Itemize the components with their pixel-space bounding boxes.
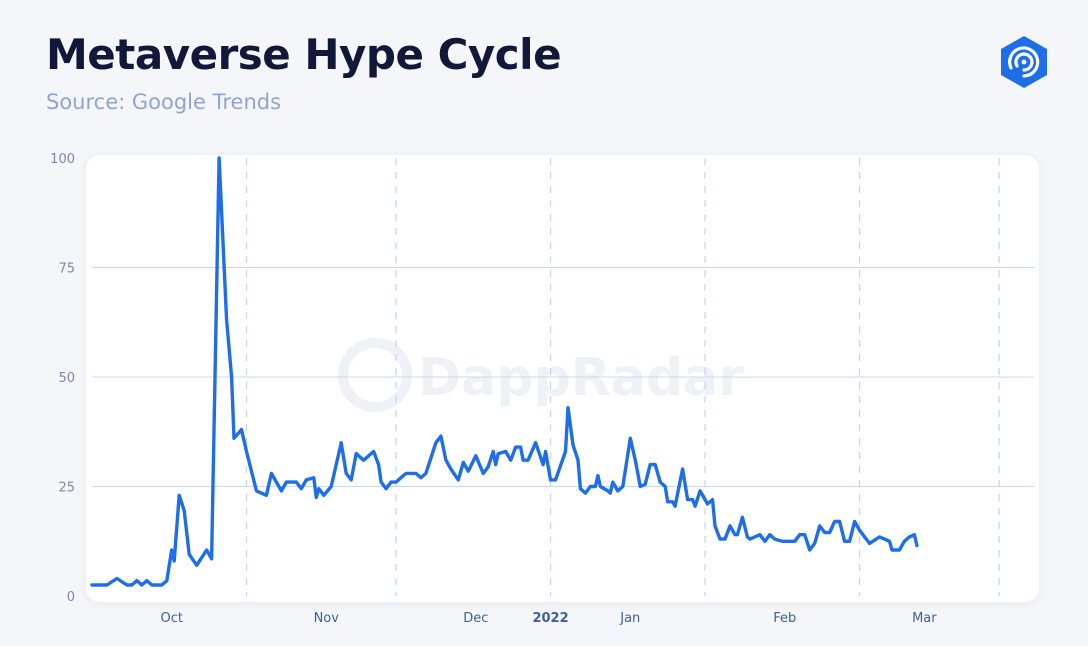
- y-tick-label: 25: [58, 481, 75, 496]
- chart-title: Metaverse Hype Cycle: [46, 30, 562, 79]
- dappradar-logo-icon: [998, 34, 1050, 90]
- watermark: DappRadar: [338, 338, 744, 412]
- y-tick-label: 75: [58, 262, 75, 277]
- x-tick-label: Mar: [912, 611, 937, 626]
- y-tick-label: 0: [67, 590, 75, 605]
- x-tick-label: 2022: [532, 611, 568, 626]
- logo-dot: [1021, 59, 1027, 65]
- y-tick-label: 100: [50, 152, 75, 167]
- x-tick-label: Oct: [161, 611, 183, 626]
- x-tick-label: Dec: [463, 611, 488, 626]
- x-tick-label: Nov: [314, 611, 340, 626]
- watermark-text: DappRadar: [418, 348, 744, 408]
- logo-outer-arc: [1008, 46, 1040, 78]
- x-tick-label: Jan: [619, 611, 640, 626]
- series-line: [90, 156, 919, 587]
- y-tick-label: 50: [58, 371, 75, 386]
- chart-card: [86, 155, 1039, 602]
- x-tick-label: Feb: [773, 611, 796, 626]
- logo-inner-arc: [1014, 52, 1034, 72]
- watermark-logo-icon: [338, 338, 412, 412]
- chart-subtitle: Source: Google Trends: [46, 90, 282, 114]
